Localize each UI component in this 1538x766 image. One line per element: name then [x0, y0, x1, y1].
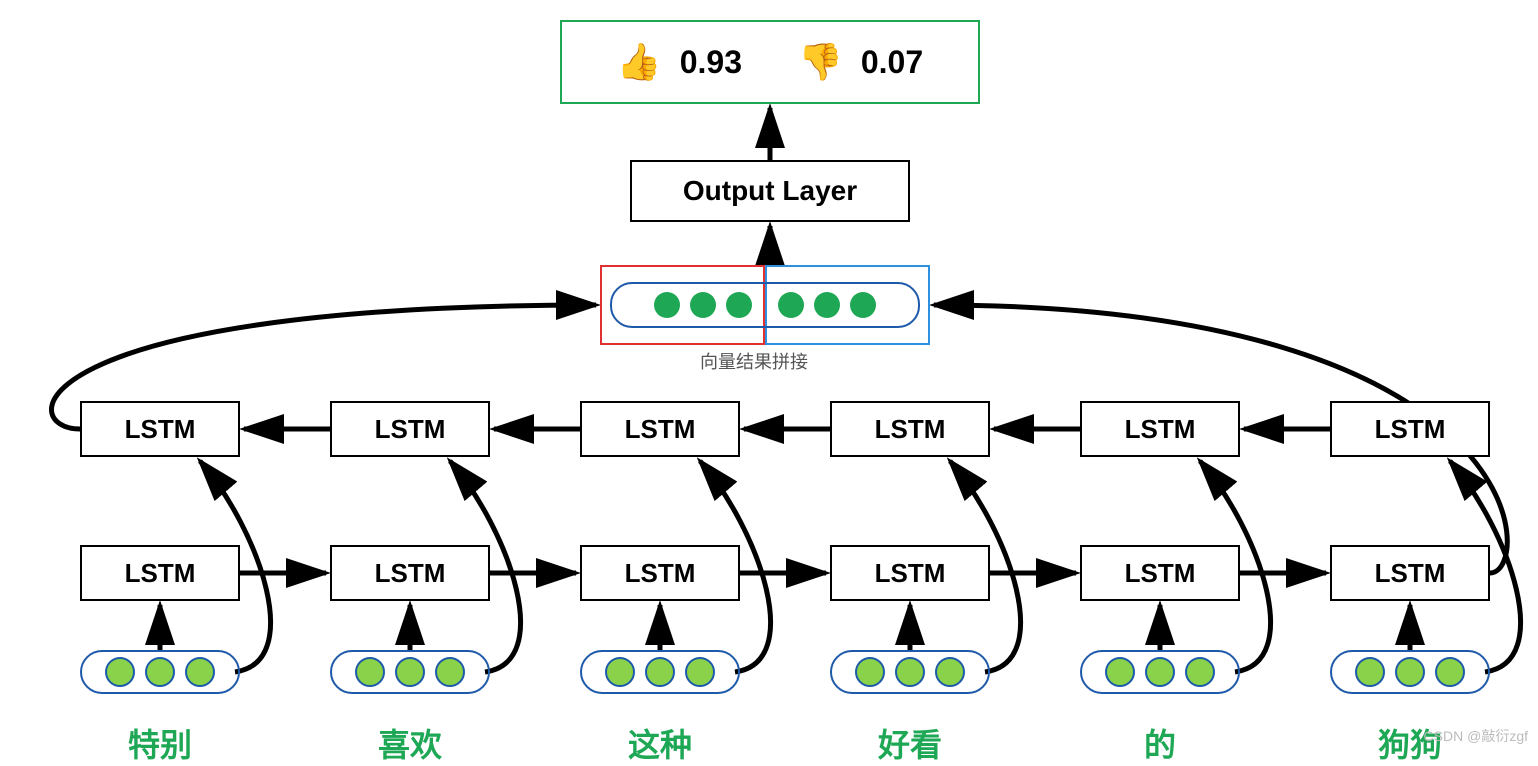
lstm-bwd-box: LSTM	[1330, 401, 1490, 457]
lstm-fwd-box: LSTM	[1080, 545, 1240, 601]
embed-dot	[1395, 657, 1425, 687]
lstm-bwd-box: LSTM	[580, 401, 740, 457]
embed-dot	[105, 657, 135, 687]
embed-dot	[935, 657, 965, 687]
input-word: 特别	[80, 720, 240, 766]
lstm-bwd-box: LSTM	[1080, 401, 1240, 457]
lstm-bwd-box: LSTM	[830, 401, 990, 457]
neg-value: 0.07	[861, 44, 923, 81]
thumbs-down-icon: 👎	[798, 41, 843, 83]
embed-dot	[355, 657, 385, 687]
lstm-fwd-box: LSTM	[830, 545, 990, 601]
input-word: 喜欢	[330, 720, 490, 766]
output-layer-box: Output Layer	[630, 160, 910, 222]
edges-layer	[0, 0, 1538, 766]
input-word: 的	[1080, 720, 1240, 766]
concat-vector-box	[610, 282, 920, 328]
embedding-box	[1330, 650, 1490, 694]
pos-value: 0.93	[680, 44, 742, 81]
embed-dot	[1145, 657, 1175, 687]
input-word: 好看	[830, 720, 990, 766]
embed-dot	[855, 657, 885, 687]
concat-dot	[654, 292, 680, 318]
embed-dot	[645, 657, 675, 687]
result-box: 👍 0.93 👎 0.07	[560, 20, 980, 104]
embed-dot	[685, 657, 715, 687]
thumbs-up-icon: 👍	[617, 41, 662, 83]
embedding-box	[580, 650, 740, 694]
embed-dot	[605, 657, 635, 687]
output-layer-label: Output Layer	[683, 175, 857, 207]
lstm-bwd-box: LSTM	[80, 401, 240, 457]
embed-dot	[1105, 657, 1135, 687]
lstm-fwd-box: LSTM	[330, 545, 490, 601]
lstm-fwd-box: LSTM	[1330, 545, 1490, 601]
input-word: 这种	[580, 720, 740, 766]
embedding-box	[1080, 650, 1240, 694]
concat-dot	[778, 292, 804, 318]
concat-dot	[850, 292, 876, 318]
embed-dot	[145, 657, 175, 687]
embed-dot	[1185, 657, 1215, 687]
embedding-box	[830, 650, 990, 694]
watermark: CSDN @敲衍zgf	[1424, 726, 1528, 746]
embedding-box	[330, 650, 490, 694]
embed-dot	[1355, 657, 1385, 687]
concat-dot	[690, 292, 716, 318]
lstm-bwd-box: LSTM	[330, 401, 490, 457]
concat-dot	[726, 292, 752, 318]
concat-dot	[814, 292, 840, 318]
lstm-fwd-box: LSTM	[580, 545, 740, 601]
embed-dot	[395, 657, 425, 687]
embed-dot	[185, 657, 215, 687]
concat-label: 向量结果拼接	[700, 348, 808, 374]
embedding-box	[80, 650, 240, 694]
embed-dot	[435, 657, 465, 687]
embed-dot	[1435, 657, 1465, 687]
embed-dot	[895, 657, 925, 687]
lstm-fwd-box: LSTM	[80, 545, 240, 601]
